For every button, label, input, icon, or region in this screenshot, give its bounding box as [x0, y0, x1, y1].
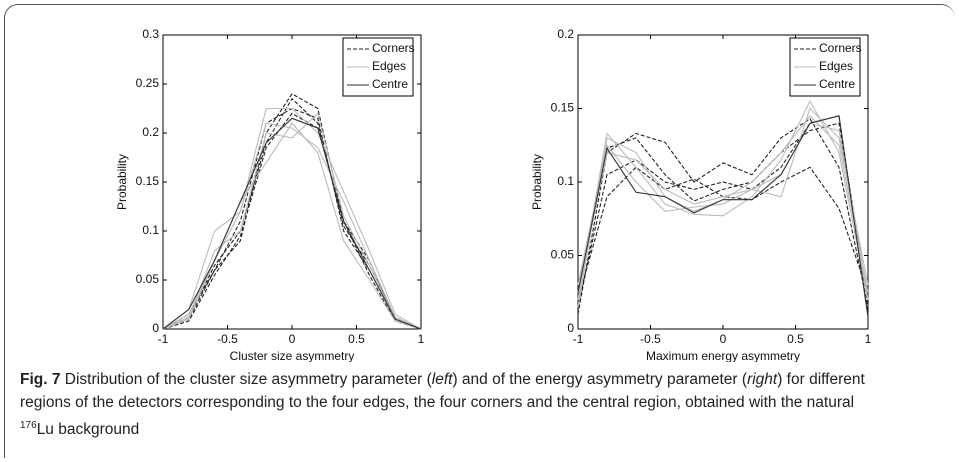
y-tick-label: 0.15 — [136, 174, 160, 188]
caption-text: Lu background — [36, 421, 140, 439]
line — [577, 122, 869, 300]
x-tick-label: 0 — [289, 332, 296, 346]
y-tick-label: 0.1 — [142, 223, 159, 237]
y-tick-label: 0.3 — [142, 27, 159, 41]
x-axis-label: Cluster size asymmetry — [230, 349, 355, 362]
line — [577, 122, 869, 300]
x-tick-label: -1 — [158, 332, 169, 346]
line — [162, 122, 422, 330]
x-tick-label: 0.5 — [348, 332, 365, 346]
y-tick-label: 0.2 — [142, 125, 159, 139]
line — [162, 107, 422, 330]
line — [577, 107, 869, 286]
y-tick-label: 0 — [567, 321, 574, 335]
legend-label: Corners — [372, 41, 415, 55]
caption: Fig. 7 Distribution of the cluster size … — [20, 368, 870, 441]
figure: 0 0.05 0.1 0.15 0.2 0.25 0.3 -1 -0.5 0 0.5 1 Cluster… — [115, 27, 872, 362]
line — [577, 115, 869, 318]
legend-label: Edges — [372, 59, 406, 73]
y-tick-label: 0.1 — [557, 174, 574, 188]
line — [577, 166, 869, 300]
caption-text: right — [747, 371, 778, 388]
legend-label: Centre — [372, 77, 408, 91]
legend-label: Corners — [819, 41, 862, 55]
legend-label: Centre — [819, 77, 855, 91]
x-tick-label: 0 — [720, 332, 727, 346]
y-tick-label: 0.25 — [136, 76, 160, 90]
line — [162, 112, 422, 330]
y-tick-label: 0.15 — [551, 101, 575, 115]
y-tick-label: 0.05 — [136, 272, 160, 286]
line — [577, 115, 869, 308]
y-tick-label: 0.05 — [551, 248, 575, 262]
y-axis-label: Probability — [530, 154, 544, 210]
line — [577, 118, 869, 315]
y-tick-label: 0.2 — [557, 27, 574, 41]
x-tick-label: 1 — [865, 332, 872, 346]
y-axis-label: Probability — [115, 154, 129, 210]
x-tick-label: 0.5 — [787, 332, 804, 346]
caption-text: ) and of the energy asymmetry parameter … — [452, 371, 748, 388]
caption-text: ) for different regions of the detectors… — [20, 371, 865, 411]
legend-label: Edges — [819, 59, 853, 73]
line — [162, 122, 422, 330]
line — [162, 117, 422, 330]
frame — [4, 4, 955, 458]
caption-text: Distribution of the cluster size asymmet… — [64, 371, 432, 388]
caption-label: Fig. 7 — [20, 371, 61, 388]
caption-text: left — [431, 371, 453, 388]
x-tick-label: -0.5 — [217, 332, 238, 346]
x-axis-label: Maximum energy asymmetry — [646, 349, 800, 362]
y-tick-label: 0 — [152, 321, 159, 335]
caption-text: 176 — [20, 420, 37, 431]
line — [162, 107, 422, 330]
x-tick-label: -0.5 — [640, 332, 661, 346]
x-tick-label: 1 — [418, 332, 425, 346]
x-tick-label: -1 — [573, 332, 584, 346]
line — [162, 112, 422, 330]
